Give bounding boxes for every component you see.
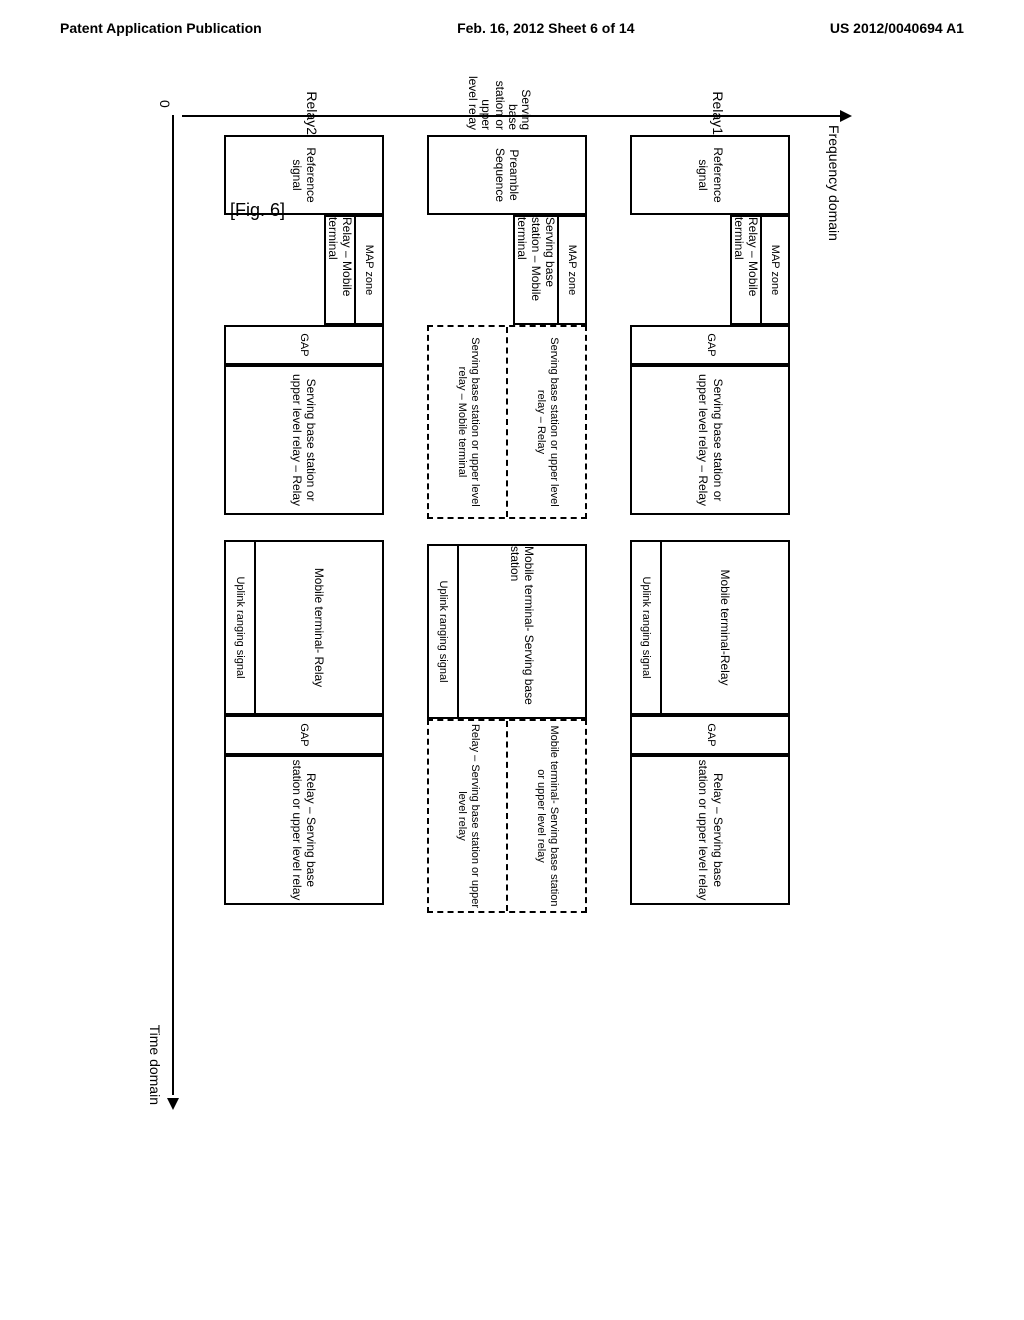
row-relay1: Relay1 Reference signal MAP zone Relay –… (630, 135, 790, 1085)
bs-ul-block: Mobile terminal- Serving base station Up… (427, 544, 587, 719)
relay1-ul-main: Mobile terminal-Relay (660, 540, 790, 715)
relay2-ul-main: Mobile terminal- Relay (254, 540, 384, 715)
header-right: US 2012/0040694 A1 (830, 20, 964, 36)
row-relay2: Relay2 Reference signal MAP zone Relay –… (224, 135, 384, 1085)
relay2-ul-ranging: Uplink ranging signal (224, 540, 254, 715)
origin-label: 0 (157, 100, 173, 108)
relay1-mapzone-body: Relay – Mobile terminal (730, 215, 760, 325)
bs-ul-dashed: Mobile terminal- Serving base station or… (427, 719, 587, 913)
relay2-mapzone-body: Relay – Mobile terminal (324, 215, 354, 325)
header-center: Feb. 16, 2012 Sheet 6 of 14 (457, 20, 634, 36)
x-axis-label: Time domain (147, 1025, 163, 1105)
relay1-ul-block: Mobile terminal-Relay Uplink ranging sig… (630, 540, 790, 715)
relay1-dl2: Serving base station or upper level rela… (630, 365, 790, 515)
x-axis-arrow-icon (167, 1098, 179, 1110)
row-bs: Serving base station or upper level rela… (427, 135, 587, 1085)
relay2-ul-block: Mobile terminal- Relay Uplink ranging si… (224, 540, 384, 715)
spacer (427, 519, 587, 544)
relay2-reference-signal: Reference signal (224, 135, 384, 215)
relay2-gap1: GAP (224, 325, 384, 365)
spacer (630, 515, 790, 540)
relay2-gap2: GAP (224, 715, 384, 755)
relay1-mapzone-header: MAP zone (760, 215, 790, 325)
y-axis-label: Frequency domain (826, 125, 842, 241)
bs-mapzone-body: Serving base station – Mobile terminal (513, 215, 557, 325)
row-label-relay1: Relay1 (710, 90, 725, 141)
relay1-mapzone: MAP zone Relay – Mobile terminal (630, 215, 790, 325)
bs-preamble: Preamble Sequence (427, 135, 587, 215)
header-left: Patent Application Publication (60, 20, 262, 36)
relay1-ul-ranging: Uplink ranging signal (630, 540, 660, 715)
relay2-mapzone: MAP zone Relay – Mobile terminal (224, 215, 384, 325)
frame-diagram: Frequency domain Time domain 0 Relay1 Re… (182, 125, 842, 1095)
relay1-gap1: GAP (630, 325, 790, 365)
frame-rows: Relay1 Reference signal MAP zone Relay –… (202, 135, 812, 1085)
relay2-dl2: Serving base station or upper level rela… (224, 365, 384, 515)
relay1-reference-signal: Reference signal (630, 135, 790, 215)
page-header: Patent Application Publication Feb. 16, … (0, 0, 1024, 46)
bs-dash4: Relay – Serving base station or upper le… (429, 721, 506, 911)
bs-dash3: Mobile terminal- Serving base station or… (506, 721, 585, 911)
row-label-bs: Serving base station or upper level rela… (466, 75, 532, 136)
bs-mapzone-header: MAP zone (557, 215, 587, 325)
x-axis-line (172, 115, 174, 1095)
bs-ul-ranging: Uplink ranging signal (427, 544, 457, 719)
bs-ul-main: Mobile terminal- Serving base station (457, 544, 587, 719)
bs-dl-dashed: Serving base station or upper level rela… (427, 325, 587, 519)
bs-mapzone: MAP zone Serving base station – Mobile t… (427, 215, 587, 325)
bs-dash2: Serving base station or upper level rela… (429, 327, 506, 517)
bs-dash1: Serving base station or upper level rela… (506, 327, 585, 517)
relay2-ul2: Relay – Serving base station or upper le… (224, 755, 384, 905)
row-label-relay2: Relay2 (303, 90, 318, 141)
relay2-mapzone-header: MAP zone (354, 215, 384, 325)
relay1-gap2: GAP (630, 715, 790, 755)
spacer (224, 515, 384, 540)
relay1-ul2: Relay – Serving base station or upper le… (630, 755, 790, 905)
